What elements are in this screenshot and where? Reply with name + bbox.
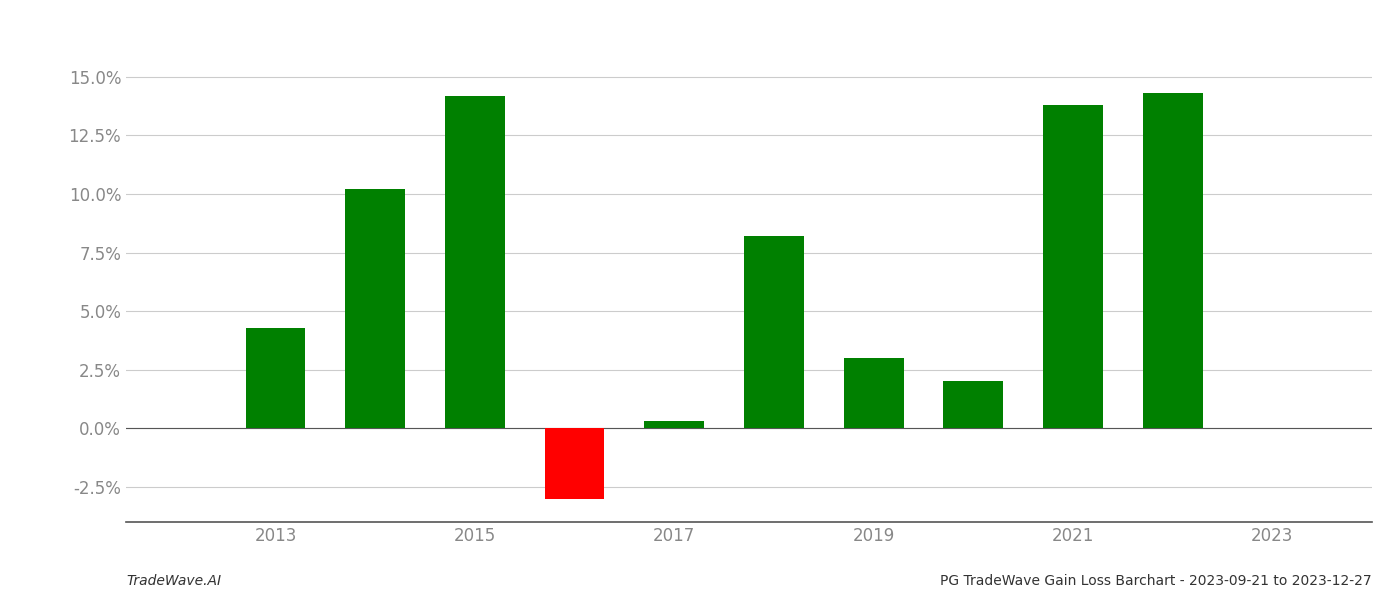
Text: TradeWave.AI: TradeWave.AI xyxy=(126,574,221,588)
Bar xyxy=(844,358,903,428)
Bar xyxy=(346,190,405,428)
Bar xyxy=(644,421,704,428)
Bar xyxy=(1142,93,1203,428)
Bar xyxy=(545,428,605,499)
Bar xyxy=(1043,105,1103,428)
Bar xyxy=(445,95,505,428)
Bar xyxy=(245,328,305,428)
Bar xyxy=(743,236,804,428)
Text: PG TradeWave Gain Loss Barchart - 2023-09-21 to 2023-12-27: PG TradeWave Gain Loss Barchart - 2023-0… xyxy=(941,574,1372,588)
Bar xyxy=(944,382,1004,428)
